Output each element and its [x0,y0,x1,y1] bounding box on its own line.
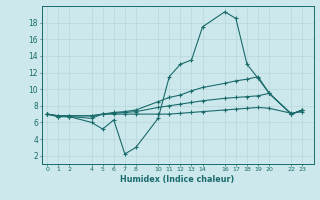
X-axis label: Humidex (Indice chaleur): Humidex (Indice chaleur) [120,175,235,184]
